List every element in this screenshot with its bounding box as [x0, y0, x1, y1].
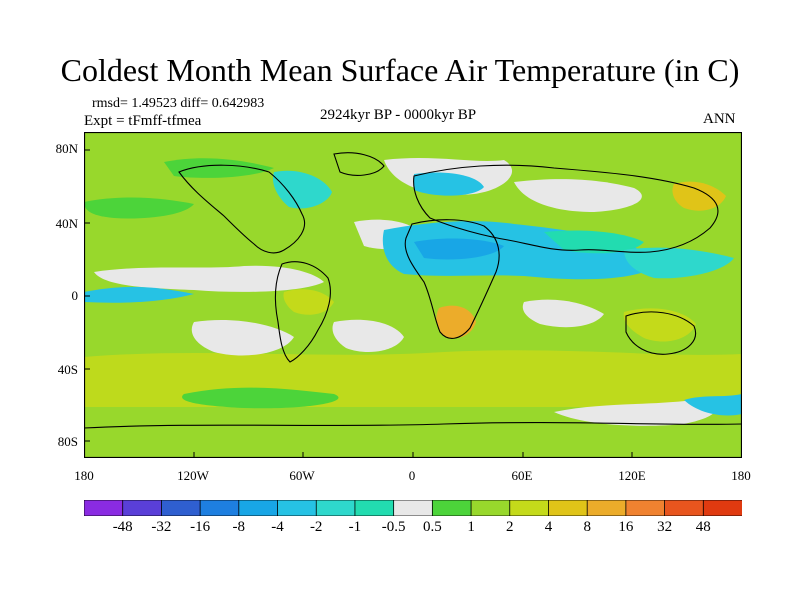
colorbar-label: 4: [544, 519, 553, 535]
lon-label-120e: 120E: [618, 468, 646, 483]
lon-label-120w: 120W: [177, 468, 209, 483]
south-asia-cool-patch: [544, 230, 644, 254]
stats-label: rmsd= 1.49523 diff= 0.642983: [92, 96, 265, 111]
lat-label-80s: 80S: [57, 434, 78, 449]
colorbar-swatch: [393, 500, 434, 516]
antarctic-cool-patch: [684, 394, 742, 416]
colorbar-swatch: [84, 500, 124, 516]
colorbar-swatch: [431, 500, 472, 516]
colorbar-swatch: [625, 500, 666, 516]
arctic-green-patch: [164, 158, 274, 178]
map-ticks: [84, 149, 742, 458]
colorbar-swatch: [664, 500, 705, 516]
colorbar-label: -8: [232, 519, 246, 535]
colorbar-swatch: [586, 500, 627, 516]
colorbar-label: -16: [190, 519, 211, 535]
antarctica-region: [84, 416, 742, 458]
colorbar-swatch: [315, 500, 356, 516]
colorbar-label: 16: [618, 519, 634, 535]
colorbar-label: -1: [348, 519, 362, 535]
colorbar-label: -48: [112, 519, 133, 535]
colorbar-swatch: [354, 500, 395, 516]
temperature-map: [84, 132, 742, 458]
period-label: 2924kyr BP - 0000kyr BP: [320, 107, 477, 123]
canada-cool-patch: [272, 170, 332, 209]
greenland-outline: [333, 152, 385, 176]
eurasia-neutral: [514, 179, 642, 212]
north-atlantic-cool-patch: [414, 172, 484, 196]
sahara-cooler-core: [414, 238, 504, 260]
lon-label-180w: 180: [74, 468, 94, 483]
colorbar-swatch: [238, 500, 279, 516]
colorbar-swatch: [702, 500, 742, 516]
colorbar-label: 2: [506, 519, 514, 535]
colorbar-label: 8: [583, 519, 591, 535]
antarctic-neutral-patch: [554, 400, 716, 426]
lat-label-0: 0: [71, 288, 79, 303]
colorbar-swatch: [122, 500, 163, 516]
coastlines: [84, 152, 742, 429]
lon-label-180e: 180: [731, 468, 751, 483]
colorbar-label: 1: [467, 519, 475, 535]
colorbar: [84, 500, 742, 516]
colorbar-label: -4: [271, 519, 284, 535]
colorbar-swatch: [548, 500, 589, 516]
eurasia-outline: [413, 164, 719, 253]
lat-label-40n: 40N: [55, 216, 78, 231]
equatorial-pacific-neutral: [94, 265, 324, 292]
lon-label-60e: 60E: [511, 468, 533, 483]
season-label: ANN: [703, 111, 736, 127]
colorbar-label: -32: [151, 519, 172, 535]
lat-label-40s: 40S: [57, 362, 78, 377]
australia-outline: [625, 311, 696, 355]
south-america-warm: [283, 289, 334, 315]
southern-africa-warm: [436, 305, 476, 339]
equatorial-pacific-cool: [84, 286, 194, 303]
antarctica-coast: [84, 422, 742, 429]
colorbar-swatch: [470, 500, 511, 516]
north-america-outline: [178, 164, 306, 254]
colorbar-label: 48: [695, 519, 711, 535]
colorbar-swatch: [509, 500, 550, 516]
chart-title: Coldest Month Mean Surface Air Temperatu…: [60, 52, 740, 88]
southern-ocean-green-patch: [182, 387, 339, 409]
south-america-outline: [274, 261, 331, 363]
northwest-pacific-warm: [672, 181, 726, 211]
indian-ocean-neutral: [522, 299, 604, 328]
southeast-pacific-neutral: [191, 319, 294, 356]
colorbar-label: -0.5: [381, 519, 406, 535]
west-pacific-cool: [624, 247, 734, 279]
colorbar-label: -2: [309, 519, 323, 535]
colorbar-swatch: [161, 500, 202, 516]
colorbar-swatch: [277, 500, 318, 516]
lat-label-80n: 80N: [55, 141, 78, 156]
colorbar-label: 0.5: [423, 519, 442, 535]
north-pacific-green: [84, 197, 194, 219]
south-atlantic-neutral: [332, 319, 404, 353]
experiment-label: Expt = tFmff-tfmea: [84, 113, 202, 129]
africa-outline: [404, 219, 500, 339]
lon-label-0: 0: [408, 468, 416, 483]
colorbar-swatch: [199, 500, 240, 516]
colorbar-label: 32: [657, 519, 673, 535]
lon-label-60w: 60W: [289, 468, 315, 483]
